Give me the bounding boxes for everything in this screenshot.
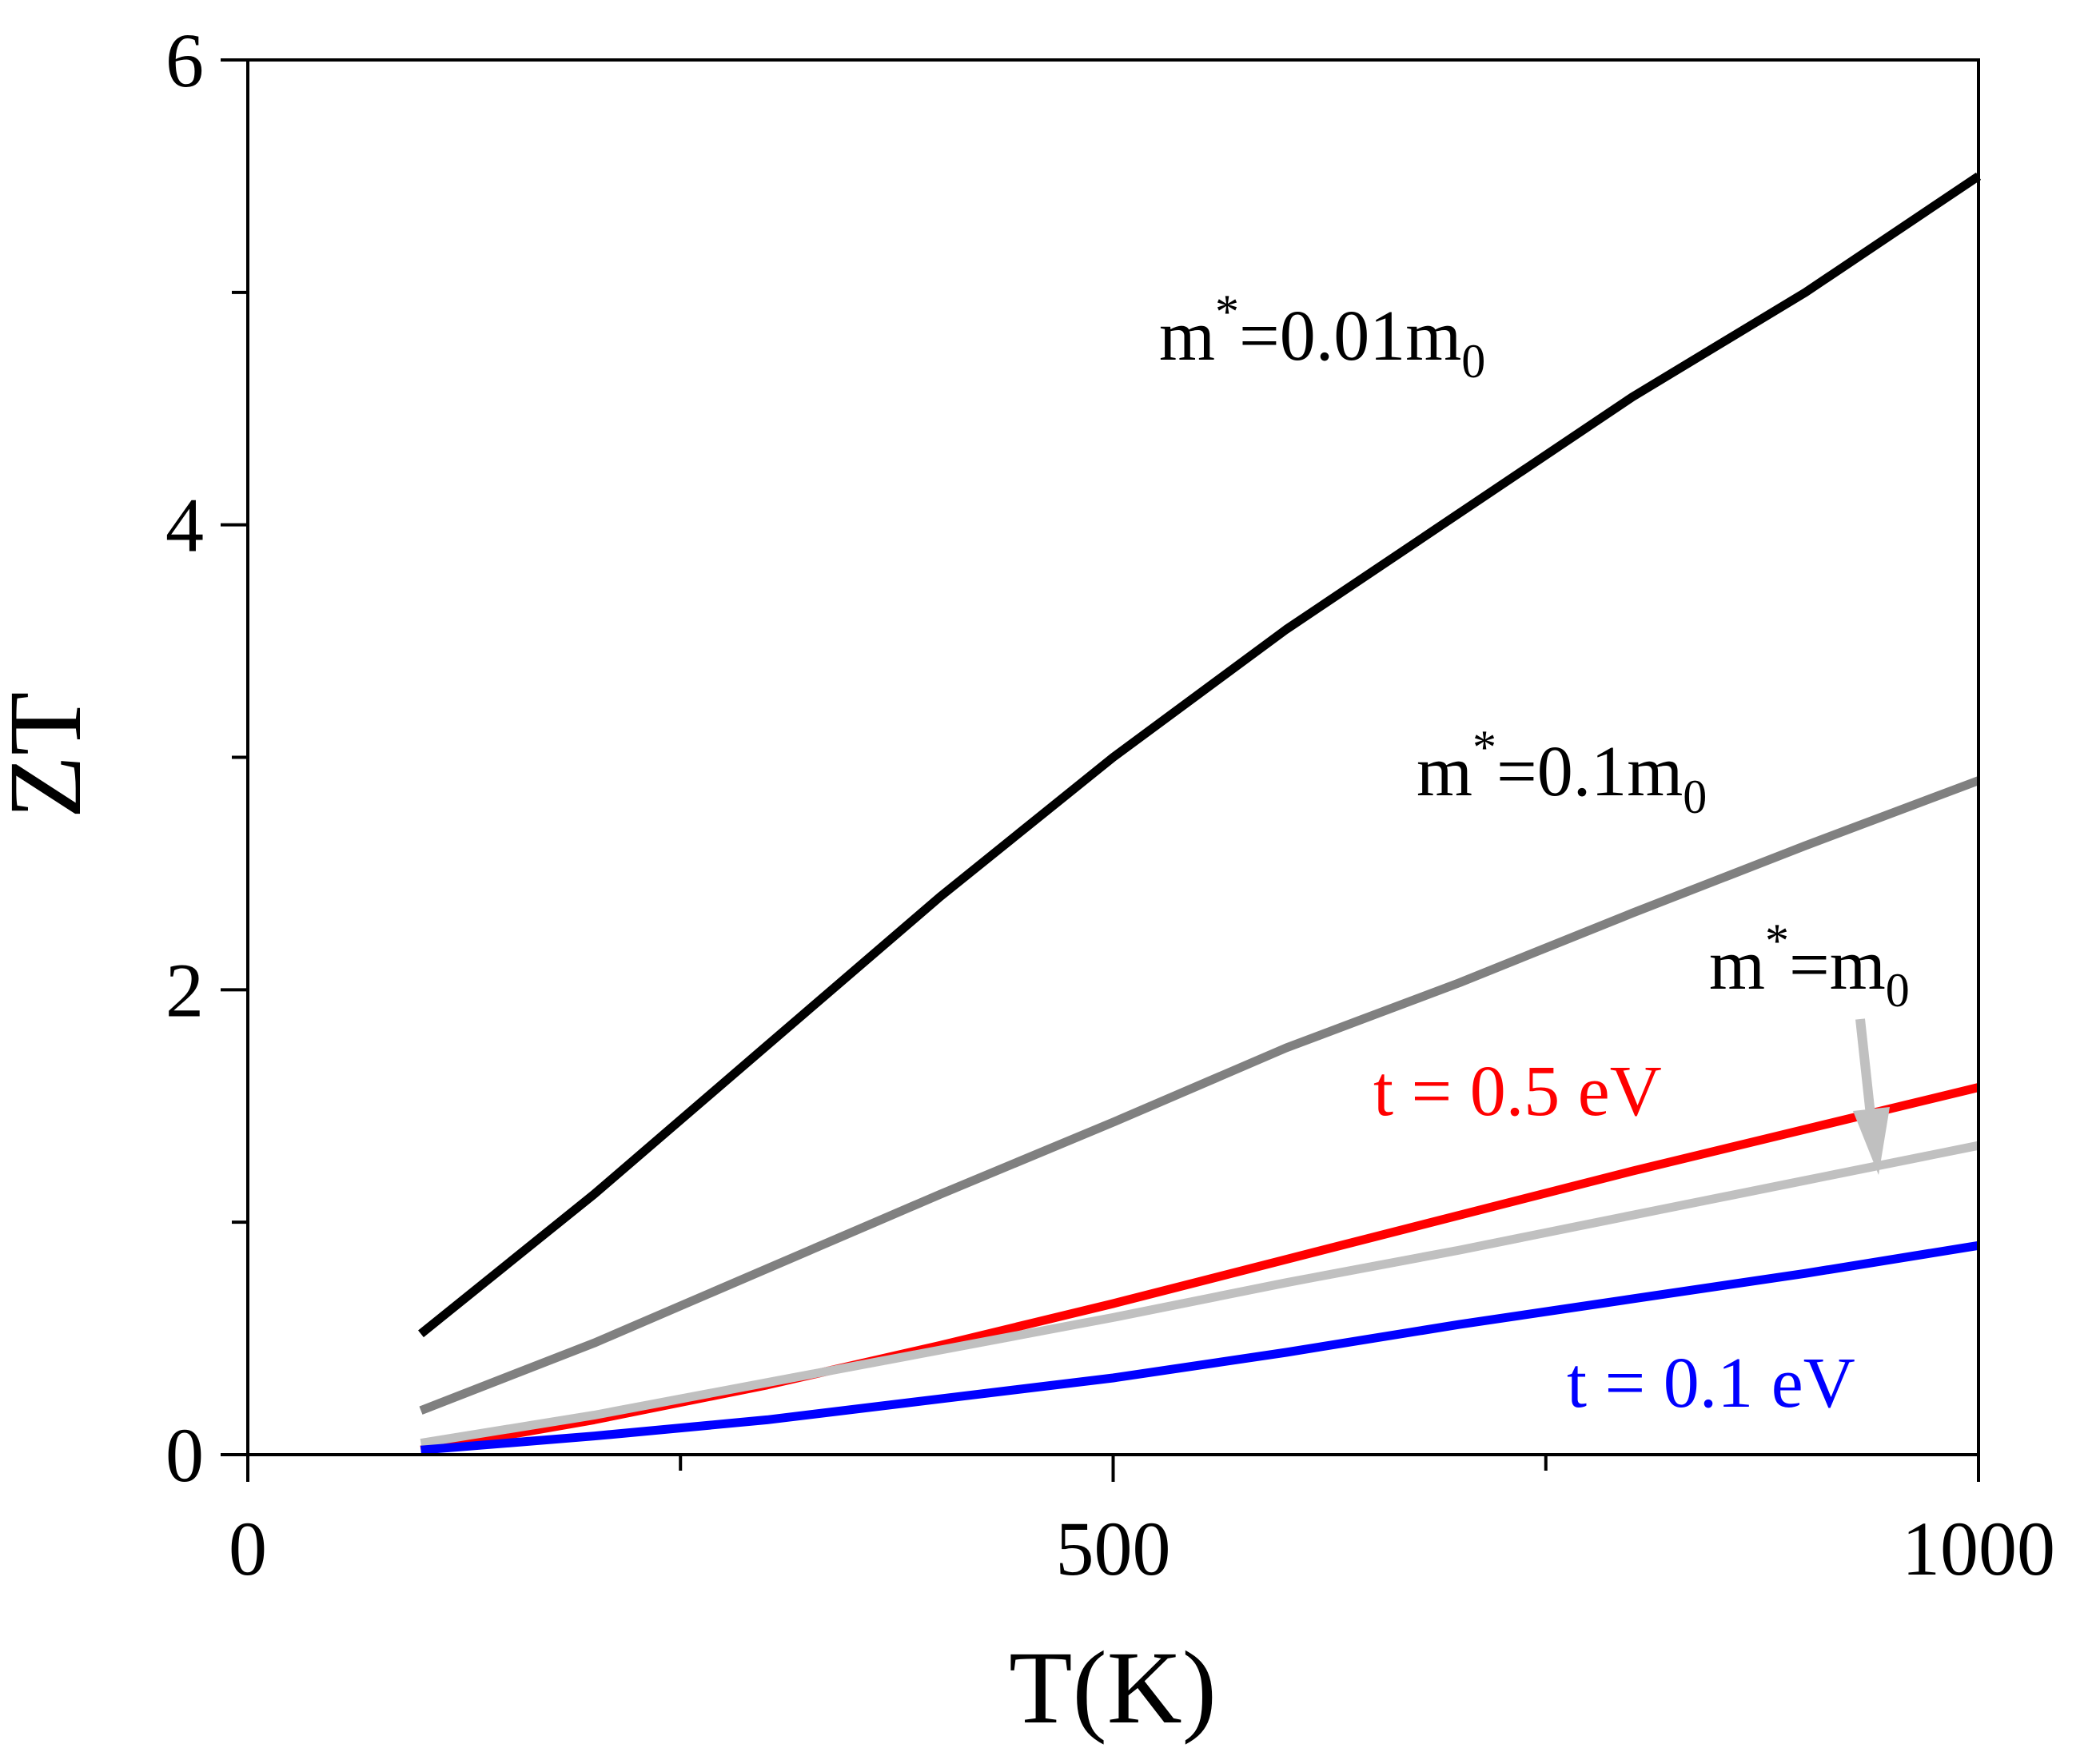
label-m-0.1m0-sup: * (1472, 721, 1496, 774)
x-axis-title: T(K) (1009, 1631, 1217, 1746)
series-layer (418, 172, 1982, 1455)
label-m-0.1m0-middle: =0.1m (1496, 732, 1683, 811)
y-tick-label: 2 (165, 947, 204, 1033)
y-tick-label: 6 (165, 18, 204, 103)
y-tick-label: 0 (165, 1412, 204, 1498)
label-m-m0-base: m (1709, 926, 1765, 1005)
ticks-layer: 0 500 1000 0 2 4 6 (165, 18, 2055, 1591)
x-tick-label: 1000 (1902, 1506, 2055, 1591)
label-m-0.01m0-sub: 0 (1461, 335, 1485, 388)
label-t-0.1-ev: t = 0.1 eV (1567, 1344, 1855, 1423)
label-t-0.5-ev: t = 0.5 eV (1373, 1052, 1662, 1131)
label-m-0.1m0-sub: 0 (1683, 770, 1707, 823)
label-m-0.01m0: m*=0.01m0 (1159, 285, 1485, 388)
series-line-3 (420, 1141, 1980, 1447)
label-m-m0-sup: * (1765, 914, 1789, 967)
label-m-0.1m0: m*=0.1m0 (1417, 721, 1707, 823)
label-m-m0-middle: =m (1789, 926, 1886, 1005)
label-m-0.01m0-sup: * (1215, 285, 1239, 338)
x-tick-label: 0 (229, 1506, 267, 1591)
y-axis-title: ZT (0, 692, 103, 819)
label-m-m0-sub: 0 (1886, 964, 1910, 1017)
label-m-0.1m0-base: m (1417, 732, 1472, 811)
x-tick-label: 500 (1056, 1506, 1171, 1591)
label-m-0.01m0-base: m (1159, 297, 1215, 376)
y-tick-label: 4 (165, 483, 204, 568)
series-line-4 (420, 1240, 1979, 1455)
series-line-0 (418, 172, 1982, 1338)
series-line-1 (419, 776, 1980, 1415)
label-m-m0: m*=m0 (1709, 914, 1910, 1017)
m-m0-pointer-arrow-head (1853, 1107, 1890, 1175)
label-m-0.01m0-middle: =0.01m (1239, 297, 1461, 376)
m-m0-pointer-arrow-shaft (1855, 1018, 1875, 1116)
